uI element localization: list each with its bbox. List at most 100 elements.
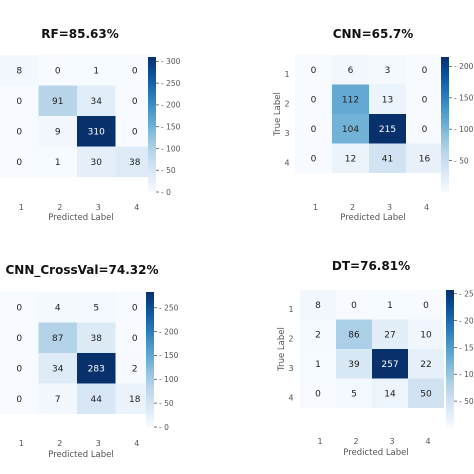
heatmap-cell	[0, 383, 39, 414]
colorbar-tick-label: - 200	[161, 101, 181, 110]
heatmap-cell	[408, 319, 444, 349]
cell-value: 2	[315, 330, 321, 340]
heatmap-cell	[295, 55, 332, 85]
cell-value: 5	[93, 303, 99, 313]
x-tick-label: 2	[353, 437, 358, 446]
x-tick-label: 2	[350, 203, 355, 212]
colorbar	[441, 57, 449, 192]
cell-value: 7	[55, 395, 61, 405]
x-tick-label: 1	[313, 203, 318, 212]
heatmap-cell	[38, 85, 77, 116]
y-tick-label: 1	[284, 70, 289, 79]
cell-value: 8	[16, 66, 22, 76]
heatmap-cell	[0, 353, 39, 384]
y-tick-label: 3	[284, 129, 289, 138]
heatmap-cell	[372, 378, 408, 408]
x-tick-label: 4	[425, 437, 430, 446]
x-axis-label: Predicted Label	[48, 213, 114, 223]
cell-value: 0	[132, 97, 138, 107]
heatmap-cell	[38, 116, 77, 147]
cell-value: 18	[129, 395, 141, 405]
colorbar-tick-label: - 200	[159, 327, 179, 336]
colorbar-tick-label: - 100	[459, 370, 474, 379]
heatmap-cell	[408, 349, 444, 379]
heatmap-cell	[77, 146, 116, 177]
heatmap-cell	[77, 85, 116, 116]
cell-value: 38	[91, 334, 103, 344]
cell-value: 10	[420, 330, 432, 340]
cell-value: 3	[385, 66, 391, 76]
colorbar-tick-label: - 100	[454, 125, 474, 134]
cell-value: 8	[315, 301, 321, 311]
heatmap-cell	[372, 349, 408, 379]
x-tick-label: 4	[134, 203, 139, 212]
cell-value: 27	[384, 330, 395, 340]
y-tick-label: 4	[284, 158, 289, 167]
cell-value: 0	[132, 127, 138, 137]
cell-value: 310	[88, 127, 105, 137]
heatmap-cell	[77, 292, 116, 323]
heatmap-cell	[406, 84, 443, 114]
colorbar-tick-label: - 300	[161, 57, 181, 66]
x-tick-label: 4	[134, 439, 139, 448]
cell-value: 91	[52, 97, 63, 107]
cell-value: 0	[311, 125, 317, 135]
cell-value: 9	[55, 127, 61, 137]
heatmap-cell	[369, 84, 406, 114]
y-axis-label: True Label	[277, 327, 287, 372]
cell-value: 0	[16, 364, 22, 374]
heatmap-cell	[300, 349, 336, 379]
colorbar-tick-label: - 150	[161, 122, 181, 131]
cell-value: 0	[55, 66, 61, 76]
x-tick-label: 1	[19, 203, 24, 212]
heatmap-cell	[369, 143, 406, 173]
heatmap-cell	[406, 55, 443, 85]
heatmap-cell	[0, 322, 39, 353]
cell-value: 34	[91, 97, 103, 107]
colorbar-tick-label: - 250	[159, 304, 179, 313]
cell-value: 0	[315, 389, 321, 399]
cell-value: 38	[129, 158, 141, 168]
x-tick-label: 3	[389, 437, 394, 446]
cell-value: 87	[52, 334, 63, 344]
heatmap-cell	[406, 114, 443, 144]
heatmap-cell	[300, 378, 336, 408]
colorbar-tick-label: - 0	[159, 423, 169, 432]
cell-value: 22	[420, 360, 431, 370]
colorbar-tick-label: - 200	[454, 62, 474, 71]
colorbar-tick-label: - 0	[161, 188, 171, 197]
confusion-matrix-2: CNN=65.7%0 6 3 00 112 13 00 104 215 00 12 41 161 2 3 4P…	[273, 27, 474, 223]
heatmap-cell	[38, 322, 77, 353]
x-axis-label: Predicted Label	[48, 450, 114, 460]
y-tick-label: 2	[284, 99, 289, 108]
heatmap-cell	[369, 55, 406, 85]
x-axis-label: Predicted Label	[340, 213, 406, 223]
heatmap-cell	[295, 84, 332, 114]
heatmap-cell	[38, 146, 77, 177]
heatmap-cell	[77, 116, 116, 147]
cell-value: 0	[16, 395, 22, 405]
cell-value: 0	[311, 66, 317, 76]
cell-value: 13	[382, 95, 393, 105]
cell-value: 86	[348, 330, 360, 340]
x-tick-label: 3	[96, 203, 101, 212]
colorbar	[148, 57, 156, 192]
colorbar-tick-label: - 50	[459, 397, 474, 406]
heatmap-cell	[0, 146, 39, 177]
cell-value: 39	[348, 360, 360, 370]
heatmap-cell	[77, 55, 116, 86]
cell-value: 12	[345, 154, 356, 164]
colorbar-tick-label: - 50	[454, 156, 469, 165]
colorbar-tick-label: - 150	[159, 351, 179, 360]
cell-value: 0	[16, 158, 22, 168]
cell-value: 257	[381, 360, 398, 370]
cell-value: 0	[16, 127, 22, 137]
heatmap-cell	[336, 319, 372, 349]
heatmap-cell	[77, 353, 116, 384]
heatmap-cell	[38, 353, 77, 384]
heatmap-cell	[77, 322, 116, 353]
colorbar-tick-label: - 50	[161, 166, 176, 175]
cell-value: 0	[311, 154, 317, 164]
heatmap-cell	[115, 85, 154, 116]
